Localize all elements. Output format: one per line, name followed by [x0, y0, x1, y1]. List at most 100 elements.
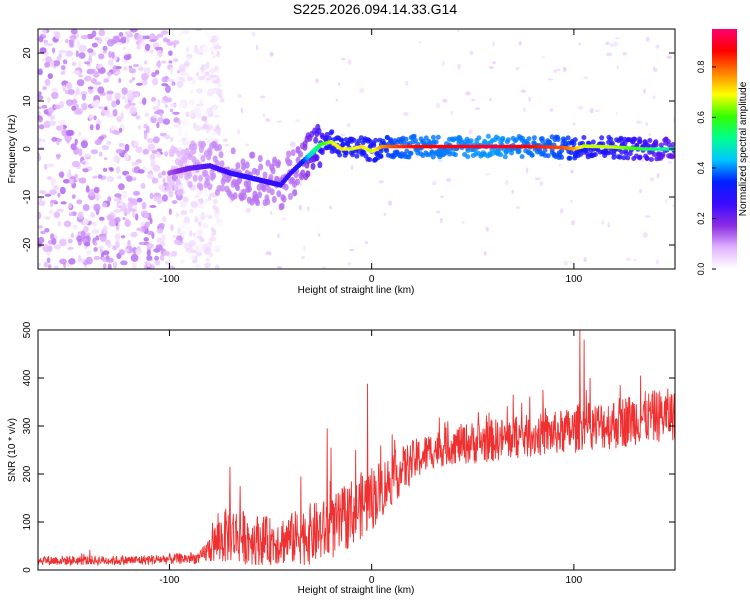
spectrogram-noise-cell	[89, 124, 94, 131]
spectrogram-ridge-halo	[516, 148, 522, 154]
spectrogram-noise-cell	[185, 46, 190, 53]
spectrogram-x-tick-label: -100	[159, 274, 179, 285]
spectrogram-noise-cell	[72, 98, 77, 107]
spectrogram-noise-cell	[155, 244, 163, 251]
snr-x-ticks: -100 0 100	[159, 330, 583, 586]
spectrogram-noise-cell	[211, 51, 214, 55]
spectrogram-noise-cell	[77, 211, 84, 220]
spectrogram-ridge-halo	[670, 142, 675, 147]
spectrogram-noise-cell	[112, 109, 118, 117]
spectrogram-noise-cell	[465, 91, 471, 96]
spectrogram-noise-cell	[224, 144, 229, 147]
spectrogram-noise-cell	[557, 68, 561, 71]
spectrogram-noise-cell	[38, 200, 46, 207]
spectrogram-noise-cell	[118, 249, 125, 256]
spectrogram-noise-cell	[146, 138, 154, 144]
spectrogram-ridge-halo	[545, 153, 551, 159]
spectrogram-noise-cell	[70, 143, 77, 151]
spectrogram-noise-cell	[340, 133, 346, 136]
spectrogram-noise-cell	[112, 261, 118, 269]
spectrogram-noise-cell	[301, 255, 305, 260]
spectrogram-noise-cell	[112, 65, 117, 73]
spectrogram-noise-cell	[38, 91, 42, 96]
spectrogram-noise-cell	[98, 106, 104, 110]
spectrogram-noise-cell	[97, 67, 106, 74]
spectrogram-noise-cell	[198, 204, 204, 209]
spectrogram-ridge-halo	[565, 135, 571, 141]
spectrogram-ridge-halo	[647, 138, 653, 143]
spectrogram-noise-cell	[82, 168, 89, 173]
spectrogram-noise-cell	[347, 59, 352, 65]
spectrogram-noise-cell	[47, 176, 52, 180]
spectrogram-ridge-halo	[358, 135, 364, 141]
spectrogram-noise-cell	[173, 124, 181, 128]
spectrogram-noise-cell	[665, 198, 668, 204]
spectrogram-noise-cell	[189, 208, 194, 213]
spectrogram-noise-cell	[169, 108, 174, 113]
spectrogram-ridge-halo	[207, 183, 213, 191]
spectrogram-noise-cell	[194, 216, 198, 223]
spectrogram-noise-cell	[137, 169, 145, 174]
spectrogram-noise-cell	[47, 97, 51, 104]
spectrogram-y-tick-label: 10	[22, 95, 33, 107]
spectrogram-x-ticks: -100 0 100	[159, 29, 583, 285]
colorbar-gradient	[712, 29, 737, 269]
spectrogram-noise-cell	[54, 244, 62, 250]
spectrogram-ridge-halo	[319, 147, 325, 153]
spectrogram-noise-cell	[607, 222, 611, 228]
spectrogram-noise-cell	[610, 43, 614, 47]
spectrogram-noise-cell	[435, 102, 441, 109]
spectrogram-noise-cell	[94, 99, 101, 106]
spectrogram-noise-cell	[208, 195, 212, 201]
spectrogram-noise-cell	[192, 232, 197, 238]
spectrogram-noise-cell	[157, 33, 164, 38]
spectrogram-ridge-halo	[500, 135, 506, 141]
spectrogram-noise-cell	[185, 247, 190, 252]
spectrogram-noise-cell	[143, 132, 148, 140]
spectrogram-noise-cell	[341, 58, 346, 60]
spectrogram-noise-cell	[149, 33, 156, 41]
snr-y-tick-label: 300	[22, 417, 33, 434]
spectrogram-noise-cell	[169, 103, 177, 107]
spectrogram-noise-cell	[528, 96, 531, 102]
spectrogram-noise-cell	[78, 177, 87, 184]
spectrogram-ridge-halo	[214, 159, 220, 167]
spectrogram-ridge-halo	[566, 155, 572, 161]
spectrogram-noise-cell	[69, 178, 75, 185]
spectrogram-noise-cell	[350, 164, 354, 170]
snr-y-tick-label: 500	[22, 321, 33, 338]
spectrogram-noise-cell	[154, 110, 161, 115]
spectrogram-noise-cell	[101, 202, 108, 208]
spectrogram-noise-cell	[187, 76, 193, 82]
spectrogram-noise-cell	[59, 238, 67, 247]
spectrogram-ridge-halo	[265, 198, 271, 206]
spectrogram-noise-cell	[515, 205, 521, 210]
spectrogram-noise-cell	[161, 76, 168, 83]
spectrogram-noise-cell	[182, 196, 189, 203]
spectrogram-noise-cell	[197, 229, 203, 237]
spectrogram-noise-cell	[187, 36, 191, 42]
spectrogram-noise-cell	[47, 73, 53, 79]
spectrogram-noise-cell	[606, 52, 612, 57]
spectrogram-noise-cell	[60, 65, 66, 70]
spectrogram-noise-cell	[99, 151, 103, 157]
spectrogram-ridge-halo	[378, 154, 384, 159]
spectrogram-ridge-halo	[343, 150, 349, 156]
spectrogram-noise-cell	[178, 32, 183, 37]
spectrogram-noise-cell	[76, 235, 82, 242]
spectrogram-ridge-halo	[328, 130, 334, 136]
spectrogram-noise-cell	[599, 155, 602, 157]
spectrogram-noise-cell	[123, 54, 131, 61]
spectrogram-noise-cell	[135, 213, 139, 221]
spectrogram-noise-cell	[457, 29, 460, 33]
spectrogram-noise-cell	[106, 175, 115, 183]
spectrogram-noise-cell	[181, 230, 186, 237]
spectrogram-noise-cell	[214, 65, 220, 72]
spectrogram-noise-cell	[43, 29, 47, 36]
spectrogram-ridge-halo	[283, 183, 289, 191]
spectrogram-noise-cell	[75, 87, 80, 96]
spectrogram-ridge-halo	[559, 154, 565, 160]
spectrogram-noise-cell	[442, 98, 448, 103]
spectrogram-ridge-halo	[219, 160, 225, 168]
